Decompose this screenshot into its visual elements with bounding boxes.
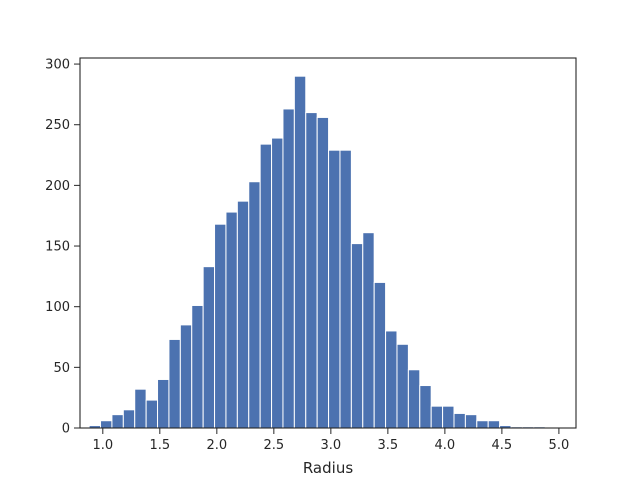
histogram-bar [145, 399, 159, 429]
histogram-bar [328, 149, 341, 429]
plot-frame [79, 57, 577, 429]
histogram-bar [282, 108, 295, 429]
histogram-bar [225, 211, 238, 429]
histogram-bar [316, 116, 330, 429]
histogram-bar [293, 75, 307, 429]
histogram-bar [134, 388, 147, 429]
histogram-bar [202, 266, 216, 429]
histogram-bar [305, 112, 318, 429]
y-axis-ticks: 0 50 100 150 200 250 300 [45, 58, 80, 437]
histogram-bar [122, 409, 136, 429]
histogram-bars [88, 75, 546, 429]
histogram-bar [157, 378, 170, 429]
histogram-bar [191, 304, 204, 429]
x-axis-ticks: 1.0 1.5 2.0 2.5 3.0 3.5 4.0 4.5 5.0 [92, 428, 569, 453]
histogram-bar [407, 369, 421, 429]
histogram-bar [214, 223, 227, 429]
histogram-bar [111, 414, 124, 429]
histogram-bar [453, 412, 466, 429]
x-tick-label: 1.0 [92, 438, 113, 453]
y-tick-label: 200 [45, 179, 70, 194]
histogram-bar [396, 343, 409, 429]
histogram-bar [259, 143, 273, 429]
histogram-bar [464, 414, 478, 429]
histogram-bar [487, 420, 501, 429]
x-tick-label: 2.5 [263, 438, 284, 453]
histogram-bar [248, 181, 261, 429]
histogram-bar [168, 338, 181, 429]
x-axis-label: Radius [303, 459, 353, 477]
histogram-bar [419, 385, 432, 429]
histogram-bar [236, 200, 250, 429]
x-tick-label: 2.0 [206, 438, 227, 453]
histogram-bar [179, 324, 193, 429]
x-tick-label: 4.0 [435, 438, 456, 453]
y-tick-label: 300 [45, 58, 70, 73]
x-tick-label: 3.5 [378, 438, 399, 453]
x-tick-label: 3.0 [321, 438, 342, 453]
y-tick-label: 150 [45, 240, 70, 255]
y-tick-label: 0 [62, 422, 70, 437]
x-tick-label: 4.5 [492, 438, 513, 453]
histogram-bar [430, 405, 444, 429]
histogram-bar [442, 405, 455, 429]
x-tick-label: 5.0 [549, 438, 570, 453]
histogram-bar [476, 420, 489, 429]
histogram-bar [350, 243, 364, 429]
histogram-bar [362, 232, 375, 429]
y-tick-label: 100 [45, 300, 70, 315]
histogram-bar [373, 281, 387, 429]
histogram-bar [339, 149, 352, 429]
histogram-bar [385, 330, 398, 429]
y-tick-label: 250 [45, 118, 70, 133]
histogram-bar [271, 137, 284, 429]
histogram-bar [100, 420, 113, 429]
y-tick-label: 50 [53, 361, 70, 376]
x-tick-label: 1.5 [149, 438, 170, 453]
